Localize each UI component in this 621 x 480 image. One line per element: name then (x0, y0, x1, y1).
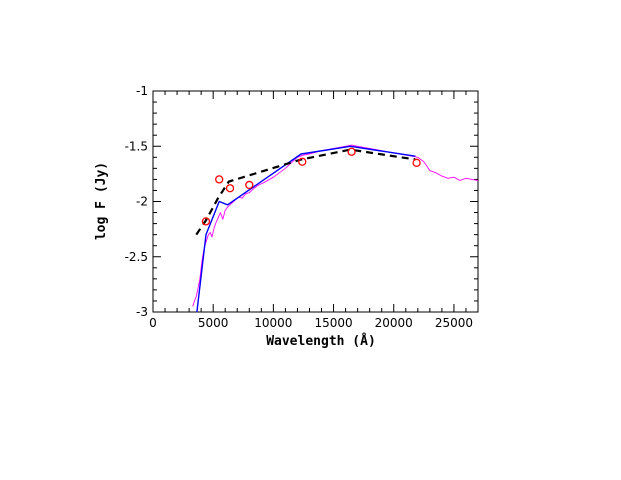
plot-area (192, 144, 478, 312)
x-tick-label: 20000 (375, 316, 413, 330)
y-tick-label: -1.5 (125, 139, 148, 153)
data-point-marker (225, 184, 235, 193)
x-tick-label: 15000 (314, 316, 352, 330)
x-tick-label: 0 (149, 316, 157, 330)
x-tick-label: 25000 (435, 316, 473, 330)
y-tick-label: -3 (136, 305, 148, 319)
data-point-marker (347, 147, 356, 156)
model-dashed-line (195, 148, 416, 236)
data-point-marker (298, 157, 307, 166)
plot-frame (152, 90, 479, 313)
model-solid-line (196, 145, 416, 312)
x-tick-label: 5000 (198, 316, 229, 330)
axis-ticks (152, 90, 479, 313)
x-axis-title: Wavelength (Å) (266, 333, 376, 349)
y-axis-title: log F (Jy) (94, 162, 109, 240)
tick-labels: 0 5000 10000 15000 20000 25000 -3 -2.5 -2 -1.5 -1 (125, 84, 473, 330)
data-point-marker (245, 180, 254, 190)
spectrum-line (192, 144, 478, 307)
x-tick-label: 10000 (254, 316, 292, 330)
y-tick-label: -2.5 (125, 250, 148, 264)
y-tick-label: -1 (136, 84, 148, 98)
data-point-marker (201, 217, 211, 226)
series-layer (192, 144, 478, 312)
data-point-marker (412, 158, 421, 167)
data-point-marker (215, 175, 224, 184)
y-tick-label: -2 (136, 195, 148, 209)
